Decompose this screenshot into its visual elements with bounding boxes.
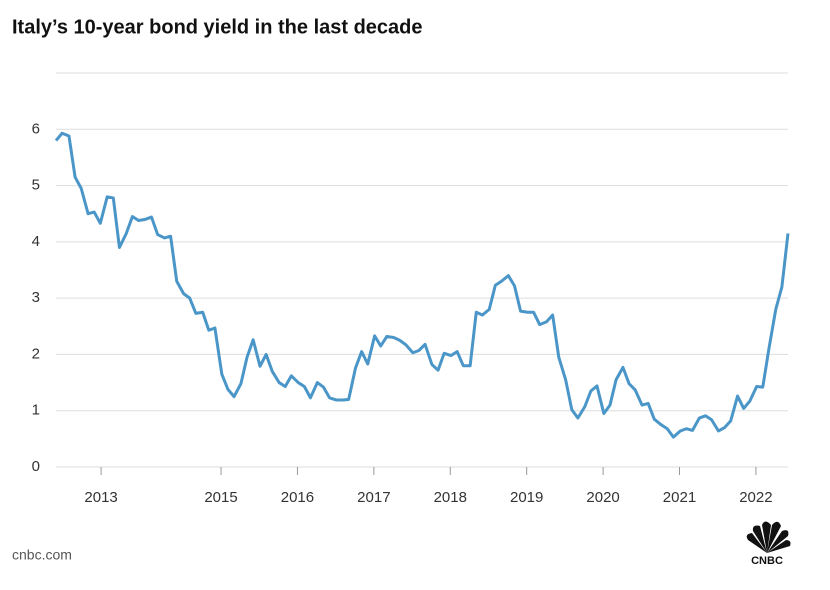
logo-text: CNBC <box>751 555 783 567</box>
y-tick-label: 2 <box>32 345 40 362</box>
x-tick-label: 2018 <box>434 489 467 506</box>
x-tick-label: 2019 <box>510 489 543 506</box>
y-tick-label: 4 <box>32 233 40 250</box>
x-tick-label: 2017 <box>357 489 390 506</box>
y-tick-label: 5 <box>32 177 40 194</box>
x-tick-label: 2013 <box>84 489 117 506</box>
x-tick-label: 2016 <box>281 489 314 506</box>
x-tick-label: 2022 <box>739 489 772 506</box>
chart-title: Italy’s 10-year bond yield in the last d… <box>12 16 423 38</box>
y-tick-label: 6 <box>32 120 40 137</box>
cnbc-logo: CNBC <box>746 521 791 567</box>
y-tick-label: 0 <box>32 458 40 475</box>
x-tick-label: 2015 <box>204 489 237 506</box>
source: cnbc.com <box>12 547 72 563</box>
x-tick-label: 2020 <box>586 489 619 506</box>
data-line <box>54 131 790 439</box>
y-tick-label: 3 <box>32 289 40 306</box>
x-tick-label: 2021 <box>663 489 696 506</box>
y-tick-label: 1 <box>32 402 40 419</box>
